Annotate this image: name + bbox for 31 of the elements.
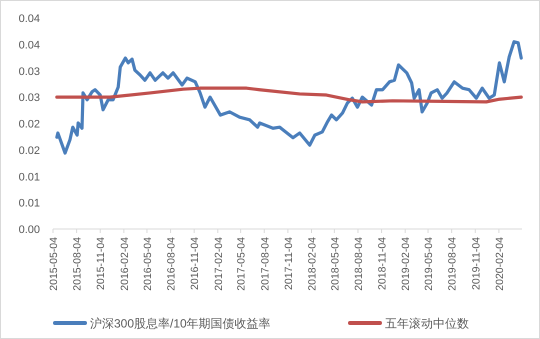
x-tick-label: 2018-08-04 (352, 236, 365, 291)
x-tick-label: 2019-11-04 (470, 236, 482, 290)
legend-label: 沪深300股息率/10年期国债收益率 (90, 316, 271, 330)
x-tick-label: 2020-02-04 (494, 236, 506, 291)
x-tick-label: 2018-05-04 (329, 236, 342, 291)
y-tick-label: 0.04 (18, 13, 40, 25)
x-tick-label: 2019-02-04 (400, 236, 412, 291)
legend-label: 五年滚动中位数 (385, 316, 469, 330)
y-tick-label: 0.04 (18, 39, 40, 52)
x-tick-label: 2017-02-04 (212, 236, 225, 291)
y-tick-label: 0.02 (18, 118, 40, 130)
y-tick-label: 0.03 (18, 66, 40, 78)
x-tick-label: 2016-05-04 (142, 236, 154, 291)
x-tick-label: 2016-11-04 (189, 236, 202, 290)
x-tick-label: 2018-02-04 (306, 236, 318, 291)
y-tick-label: 0.00 (18, 224, 40, 236)
y-tick-label: 0.03 (18, 92, 40, 104)
x-tick-label: 2017-11-04 (282, 236, 295, 290)
x-tick-label: 2016-08-04 (166, 236, 178, 291)
x-tick-label: 2017-08-04 (259, 236, 272, 291)
x-tick-label: 2015-11-04 (95, 236, 108, 290)
x-tick-label: 2019-05-04 (423, 236, 436, 291)
x-tick-label: 2017-05-04 (236, 236, 248, 291)
x-tick-label: 2019-08-04 (446, 236, 459, 291)
x-tick-label: 2015-05-04 (48, 236, 60, 291)
y-tick-label: 0.01 (18, 171, 40, 184)
x-tick-label: 2016-02-04 (118, 236, 131, 291)
x-tick-label: 2015-08-04 (72, 236, 84, 291)
x-tick-label: 2018-11-04 (376, 236, 389, 290)
y-tick-label: 0.01 (18, 198, 40, 210)
y-tick-label: 0.02 (18, 144, 40, 157)
